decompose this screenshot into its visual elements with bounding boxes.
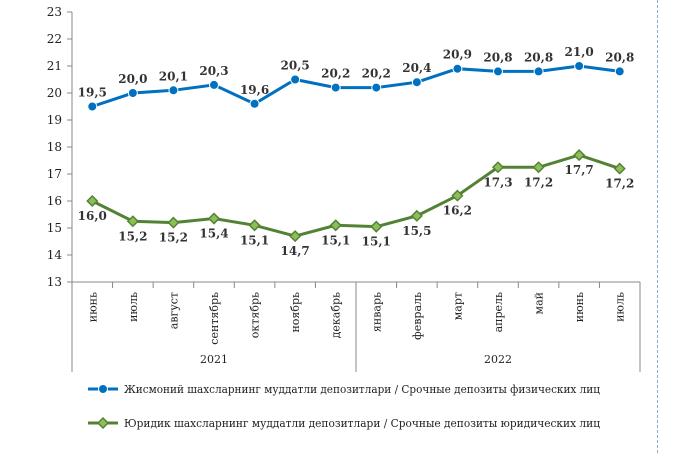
data-label: 20,8: [524, 50, 553, 64]
series-1-point: [248, 219, 261, 232]
chart-legend: Жисмоний шахсларнинг муддатли депозитлар…: [88, 383, 600, 430]
legend-marker: [96, 416, 110, 430]
x-tick-label: февраль: [411, 292, 424, 340]
series-0-point: [614, 66, 625, 77]
x-tick-label: июнь: [86, 292, 99, 322]
series-1-point: [613, 162, 626, 175]
data-label: 20,9: [443, 48, 472, 62]
series-0-point: [371, 82, 382, 93]
series-0-point: [290, 74, 301, 85]
y-tick-label: 13: [47, 275, 62, 289]
x-tick-label: май: [533, 292, 546, 314]
y-tick-label: 14: [47, 248, 63, 262]
data-label: 20,4: [402, 61, 431, 75]
legend-marker: [98, 384, 108, 394]
series-1-point: [370, 220, 383, 233]
series-0-point: [493, 66, 503, 77]
series-1-point: [329, 219, 342, 232]
data-label: 20,3: [199, 64, 228, 78]
data-label: 15,5: [402, 224, 431, 238]
series-1-point: [86, 194, 99, 208]
data-label: 20,2: [321, 67, 350, 81]
data-label: 17,2: [524, 175, 553, 189]
data-label: 20,8: [605, 50, 634, 64]
series-1-point: [410, 209, 423, 222]
x-tick-label: июль: [614, 292, 627, 322]
data-label: 20,5: [281, 59, 310, 73]
y-tick-label: 22: [47, 32, 62, 46]
year-label: 2022: [484, 353, 512, 366]
series-line-1: [91, 153, 621, 238]
x-tick-label: январь: [370, 292, 383, 332]
x-tick-label: июль: [127, 292, 140, 322]
legend-entry-label: Жисмоний шахсларнинг муддатли депозитлар…: [124, 383, 600, 396]
data-label: 17,2: [605, 177, 634, 191]
data-label: 17,3: [483, 175, 512, 189]
series-1-point: [573, 149, 586, 162]
data-label: 14,7: [281, 244, 310, 258]
y-tick-label: 16: [47, 194, 62, 208]
y-tick-label: 15: [47, 221, 62, 235]
series-lines: [91, 64, 621, 238]
x-tick-label: март: [451, 292, 464, 320]
series-0-point: [411, 77, 422, 88]
series-0-point: [168, 85, 179, 96]
data-label: 15,1: [240, 233, 269, 247]
data-label: 20,2: [362, 67, 391, 81]
y-tick-label: 17: [47, 167, 62, 181]
data-label: 21,0: [565, 45, 594, 59]
series-line-0: [91, 64, 620, 108]
x-tick-label: июнь: [573, 292, 586, 322]
series-markers: [86, 61, 626, 243]
series-0-point: [87, 101, 98, 112]
series-1-point: [491, 161, 505, 174]
series-1-point: [451, 189, 464, 202]
data-label: 15,2: [159, 231, 188, 245]
data-label: 15,1: [362, 235, 391, 249]
x-tick-label: сентябрь: [208, 292, 221, 345]
series-0-point: [452, 63, 463, 74]
year-label: 2021: [200, 353, 228, 366]
data-label: 15,4: [199, 227, 228, 241]
series-1-point: [126, 215, 139, 228]
data-label: 20,8: [483, 50, 512, 64]
series-1-point: [532, 161, 545, 174]
y-tick-label: 21: [47, 59, 62, 73]
data-label: 15,1: [321, 233, 350, 247]
frame-border-line: [657, 0, 658, 453]
series-0-point: [127, 88, 138, 98]
series-0-point: [533, 66, 544, 77]
x-tick-label: декабрь: [330, 292, 343, 338]
data-labels: 19,5 20,0 20,1 20,3 19,6 20,5 20,2 20,2 20,4 20,9…: [78, 45, 635, 258]
series-1-point: [207, 212, 221, 225]
legend-entry-label: Юридик шахсларнинг муддатли депозитлари …: [124, 417, 600, 430]
y-tick-label: 18: [47, 140, 62, 154]
series-0-point: [574, 61, 585, 71]
x-tick-label: апрель: [492, 292, 505, 332]
series-0-point: [330, 82, 341, 93]
y-tick-label: 23: [47, 5, 62, 19]
y-tick-label: 19: [47, 113, 62, 127]
y-tick-label: 20: [47, 86, 62, 100]
x-tick-label: октябрь: [249, 292, 262, 338]
data-label: 19,5: [78, 86, 107, 100]
series-1-point: [167, 216, 180, 229]
series-1-point: [289, 230, 302, 243]
data-label: 16,2: [443, 204, 472, 218]
data-label: 20,0: [118, 72, 147, 86]
data-label: 15,2: [118, 229, 147, 243]
x-tick-label: ноябрь: [289, 292, 302, 333]
data-label: 16,0: [78, 209, 107, 223]
data-label: 20,1: [159, 69, 188, 83]
data-label: 19,6: [240, 83, 269, 97]
x-tick-label: август: [167, 292, 180, 329]
data-label: 17,7: [565, 163, 594, 177]
series-0-point: [249, 98, 260, 109]
series-0-point: [209, 79, 219, 90]
